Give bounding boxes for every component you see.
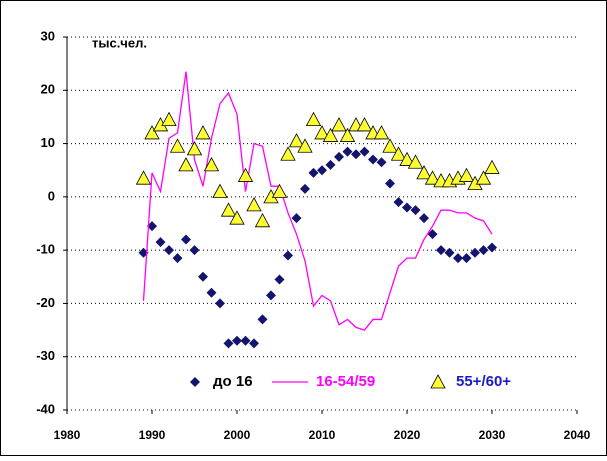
legend-label: 55+/60+ <box>456 373 511 390</box>
triangle-marker <box>322 127 339 142</box>
triangle-marker <box>178 157 194 172</box>
triangle-marker <box>229 210 245 225</box>
diamond-marker <box>351 149 361 160</box>
triangle-marker <box>373 125 390 140</box>
legend-swatch <box>430 374 446 389</box>
diamond-marker <box>155 237 166 248</box>
triangle-marker <box>288 133 305 148</box>
diamond-marker <box>402 202 412 213</box>
diamond-marker <box>274 274 285 285</box>
triangle-marker <box>203 157 220 172</box>
triangle-marker <box>246 197 262 212</box>
diamond-marker <box>223 338 234 349</box>
triangle-marker <box>220 202 237 217</box>
diamond-marker <box>198 271 208 282</box>
diamond-marker <box>240 335 251 346</box>
triangle-marker <box>424 170 441 185</box>
y-tick-label: 20 <box>41 82 55 97</box>
diamond-marker <box>308 167 319 178</box>
y-tick-label: 0 <box>48 188 55 203</box>
diamond-marker <box>232 335 242 346</box>
diamond-marker <box>368 154 378 165</box>
x-tick-label: 2010 <box>309 428 336 442</box>
diamond-marker <box>393 197 404 208</box>
diamond-marker <box>470 247 480 258</box>
triangle-marker <box>169 138 186 153</box>
diamond-marker <box>376 157 387 168</box>
diamond-marker <box>215 298 225 309</box>
triangle-marker <box>458 167 475 182</box>
diamond-marker <box>206 287 217 298</box>
x-tick-label: 1980 <box>54 428 81 442</box>
legend-swatch <box>190 377 200 387</box>
triangle-marker <box>390 146 407 161</box>
x-tick-label: 2030 <box>479 428 506 442</box>
triangle-marker <box>254 212 271 228</box>
diamond-marker <box>436 245 446 256</box>
y-tick-label: -10 <box>36 242 55 257</box>
triangle-marker <box>314 125 330 140</box>
legend-label: до 16 <box>213 373 253 390</box>
diamond-marker <box>487 242 497 253</box>
annotation: тыс.чел. <box>92 35 147 50</box>
triangle-marker <box>475 170 492 185</box>
triangle-marker <box>407 154 424 169</box>
diamond-marker <box>334 151 344 162</box>
triangle-marker <box>297 138 313 153</box>
triangle-marker <box>271 183 288 198</box>
y-tick-label: -30 <box>36 348 55 363</box>
legend-label: 16-54/59 <box>316 373 375 390</box>
triangle-marker <box>382 138 398 153</box>
triangle-marker <box>161 111 177 126</box>
triangle-marker <box>356 117 373 132</box>
triangle-marker <box>399 151 415 166</box>
diamond-marker <box>164 245 174 256</box>
triangle-marker <box>280 146 296 161</box>
triangle-marker <box>484 159 500 174</box>
triangle-marker <box>416 165 432 180</box>
diamond-marker <box>461 253 472 264</box>
series-line <box>142 71 493 331</box>
y-tick-label: -40 <box>36 401 55 416</box>
diamond-marker <box>283 250 293 261</box>
y-tick-label: 10 <box>41 135 55 150</box>
triangle-marker <box>186 141 203 156</box>
triangle-marker <box>212 183 228 198</box>
diamond-marker <box>427 229 438 240</box>
triangle-marker <box>135 170 152 185</box>
y-tick-label: -20 <box>36 295 55 310</box>
diamond-marker <box>300 183 310 194</box>
x-tick-label: 2040 <box>564 428 591 442</box>
triangle-marker <box>195 125 211 140</box>
triangle-marker <box>339 127 356 142</box>
diamond-marker <box>189 245 200 256</box>
x-tick-label: 2000 <box>224 428 251 442</box>
diamond-marker <box>359 146 370 157</box>
diamond-marker <box>410 205 421 216</box>
diamond-marker <box>478 245 489 256</box>
diamond-marker <box>257 314 268 325</box>
y-tick-label: 30 <box>41 28 55 43</box>
diamond-marker <box>249 338 259 349</box>
diamond-marker <box>291 213 302 224</box>
diamond-marker <box>325 159 336 170</box>
diamond-marker <box>317 165 327 176</box>
diamond-marker <box>172 253 183 264</box>
diamond-marker <box>444 247 455 258</box>
x-tick-label: 1990 <box>139 428 166 442</box>
diamond-marker <box>419 213 429 224</box>
diamond-marker <box>181 234 191 245</box>
diamond-marker <box>453 253 463 264</box>
diamond-marker <box>342 146 353 157</box>
triangle-marker <box>144 125 160 140</box>
triangle-marker <box>237 167 254 182</box>
triangle-marker <box>331 117 347 132</box>
diamond-marker <box>147 221 157 232</box>
triangle-marker <box>305 111 322 126</box>
diamond-marker <box>266 290 276 301</box>
diamond-marker <box>385 178 395 189</box>
x-tick-label: 2020 <box>394 428 421 442</box>
